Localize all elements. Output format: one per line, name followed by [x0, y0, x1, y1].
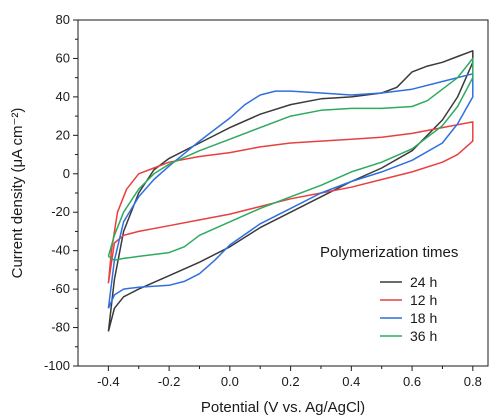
series-line: [107, 57, 474, 262]
y-tick-label: -80: [51, 320, 70, 335]
x-axis-title: Potential (V vs. Ag/AgCl): [201, 399, 365, 416]
legend-title: Polymerization times: [320, 244, 458, 261]
series-lines: [107, 50, 474, 332]
legend-items: 24 h 12 h 18 h 36 h: [380, 274, 437, 344]
y-tick-label: -40: [51, 243, 70, 258]
x-tick-label: 0.6: [403, 374, 421, 389]
legend: Polymerization times 24 h 12 h 18 h 36 h: [320, 244, 458, 344]
y-tick-label: -60: [51, 281, 70, 296]
y-tick-label: 0: [63, 166, 70, 181]
legend-label: 12 h: [410, 292, 437, 308]
series-line: [107, 73, 474, 309]
x-tick-label: -0.4: [97, 374, 119, 389]
y-axis-title: Current density (μA cm⁻²): [9, 108, 26, 279]
y-tick-label: -20: [51, 204, 70, 219]
x-tick-label: 0.2: [282, 374, 300, 389]
series-line: [107, 50, 474, 332]
axes-ticks: -0.4 -0.2 0.0 0.2 0.4 0.6 0.8 -100 -80 -60 -40 -20 0…: [44, 12, 482, 389]
legend-label: 24 h: [410, 274, 437, 290]
x-tick-label: 0.8: [464, 374, 482, 389]
y-tick-label: 80: [56, 12, 70, 27]
legend-label: 18 h: [410, 310, 437, 326]
x-tick-label: 0.0: [221, 374, 239, 389]
y-tick-label: -100: [44, 358, 70, 373]
y-tick-label: 20: [56, 127, 70, 142]
legend-label: 36 h: [410, 328, 437, 344]
x-tick-label: 0.4: [342, 374, 360, 389]
y-tick-label: 60: [56, 50, 70, 65]
x-tick-label: -0.2: [158, 374, 180, 389]
series-line: [107, 121, 474, 284]
y-tick-label: 40: [56, 89, 70, 104]
